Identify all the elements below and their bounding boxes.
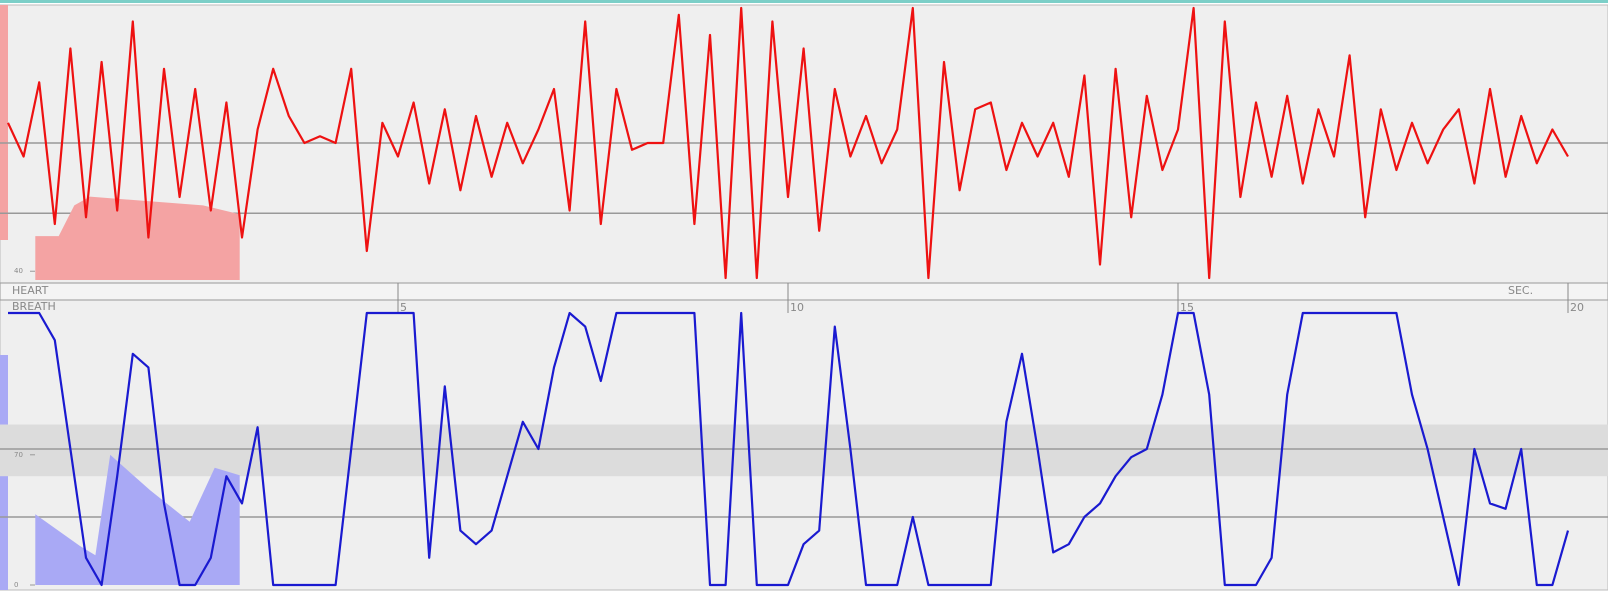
inset-tick-label: 70 xyxy=(14,451,23,459)
inset-tick-label: 0 xyxy=(14,581,18,589)
x-tick-label: 15 xyxy=(1180,301,1194,314)
top-border xyxy=(0,0,1608,3)
time-strip xyxy=(0,282,1608,301)
signal-line xyxy=(7,6,1569,280)
heart-side-bar xyxy=(0,5,8,240)
band xyxy=(0,424,1608,477)
inset-tick-label: 40 xyxy=(14,267,23,275)
x-axis-label: SEC. xyxy=(1508,284,1533,297)
x-tick-label: 10 xyxy=(790,301,804,314)
x-tick-label: 20 xyxy=(1570,301,1584,314)
heart-label: HEART xyxy=(12,284,49,297)
inset-area xyxy=(35,454,240,585)
heart-panel xyxy=(0,4,1608,284)
signal-line xyxy=(8,311,1570,587)
breath-label: BREATH xyxy=(12,300,56,313)
x-tick-label: 5 xyxy=(400,301,407,314)
